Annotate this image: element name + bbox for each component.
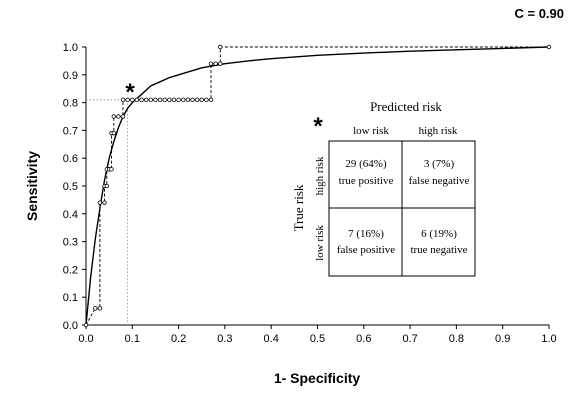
cell-tn-count: 6 (19%) (421, 228, 457, 240)
y-axis-title: Sensitivity (24, 151, 40, 221)
x-tick-label: 0.0 (78, 333, 93, 345)
cell-fp-label: false positive (337, 244, 395, 256)
empirical-point (97, 200, 103, 205)
y-tick-label: 0.2 (63, 264, 78, 276)
empirical-point (199, 97, 204, 103)
reference-guides (86, 99, 129, 325)
col-header-low-risk: low risk (353, 125, 389, 137)
empirical-point (167, 97, 172, 103)
y-tick-label: 1.0 (63, 42, 78, 54)
y-tick-label: 0.7 (63, 125, 78, 137)
empirical-point (130, 97, 135, 103)
empirical-point (143, 97, 149, 103)
cell-tp-count: 29 (64%) (345, 158, 387, 170)
empirical-point (208, 97, 214, 103)
y-tick-label: 0.8 (63, 98, 78, 110)
empirical-point (213, 61, 218, 66)
empirical-point (171, 97, 177, 103)
x-tick-label: 0.6 (356, 333, 371, 345)
x-tick-label: 0.3 (217, 333, 232, 345)
y-tick-label: 0.5 (63, 181, 78, 193)
x-axis-title: 1- Specificity (274, 370, 361, 386)
x-tick-label: 0.5 (310, 333, 325, 345)
empirical-point (83, 322, 89, 328)
empirical-point (204, 97, 209, 103)
empirical-point (208, 61, 214, 66)
empirical-point (194, 97, 200, 103)
empirical-point (176, 97, 181, 103)
cell-fp-count: 7 (16%) (348, 228, 384, 240)
y-tick-label: 0.4 (63, 209, 78, 221)
cell-tn-label: true negative (410, 244, 467, 256)
contingency-table: * Predicted risk low risk high risk True… (291, 99, 476, 277)
x-tick-label: 0.9 (495, 333, 510, 345)
col-header-high-risk: high risk (419, 125, 458, 137)
x-tick-label: 0.8 (449, 333, 464, 345)
row-title: True risk (291, 184, 306, 231)
empirical-point (190, 97, 195, 103)
empirical-point (181, 97, 186, 103)
table-star: * (313, 113, 323, 140)
empirical-point (102, 200, 107, 205)
y-tick-label: 0.0 (63, 320, 78, 332)
reference-star: * (125, 79, 135, 106)
x-tick-label: 0.7 (402, 333, 417, 345)
empirical-point (218, 44, 223, 50)
empirical-point (111, 114, 116, 119)
row-header-low-risk: low risk (314, 225, 326, 261)
x-tick-label: 0.4 (264, 333, 279, 345)
fitted-roc-curve (85, 46, 550, 326)
series-layer (83, 44, 552, 328)
empirical-point (116, 114, 121, 119)
table-title: Predicted risk (370, 99, 442, 114)
row-header-high-risk: high risk (314, 156, 326, 195)
empirical-point (97, 306, 103, 311)
cell-fn-count: 3 (7%) (424, 158, 455, 170)
y-tick-label: 0.3 (63, 237, 78, 249)
empirical-point (120, 114, 126, 119)
cell-fn-label: false negative (409, 175, 470, 187)
x-tick-label: 0.1 (125, 333, 140, 345)
empirical-point (139, 97, 144, 103)
empirical-point (162, 97, 167, 103)
cell-tp-label: true positive (339, 175, 394, 187)
empirical-point (93, 306, 98, 311)
empirical-roc-curve (85, 46, 549, 326)
empirical-point (125, 97, 130, 103)
empirical-point (185, 97, 191, 103)
empirical-point (153, 97, 158, 103)
empirical-point (546, 44, 552, 50)
x-tick-label: 1.0 (541, 333, 556, 345)
empirical-point (104, 183, 110, 189)
y-tick-label: 0.1 (63, 292, 78, 304)
empirical-point (134, 97, 140, 103)
empirical-point (120, 97, 126, 103)
empirical-point (157, 97, 163, 103)
empirical-point (148, 97, 154, 103)
empirical-point (111, 130, 116, 136)
y-tick-label: 0.6 (63, 153, 78, 165)
empirical-point (109, 167, 114, 172)
y-tick-label: 0.9 (63, 70, 78, 82)
x-tick-label: 0.2 (171, 333, 186, 345)
axis-ticks: 0.0 0.1 0.2 0.3 0.4 0.5 0.6 0.7 0.8 0.9 1.0 0.0 0.1 0… (63, 42, 557, 345)
c-statistic-label: C = 0.90 (514, 6, 564, 21)
empirical-point (218, 61, 223, 66)
